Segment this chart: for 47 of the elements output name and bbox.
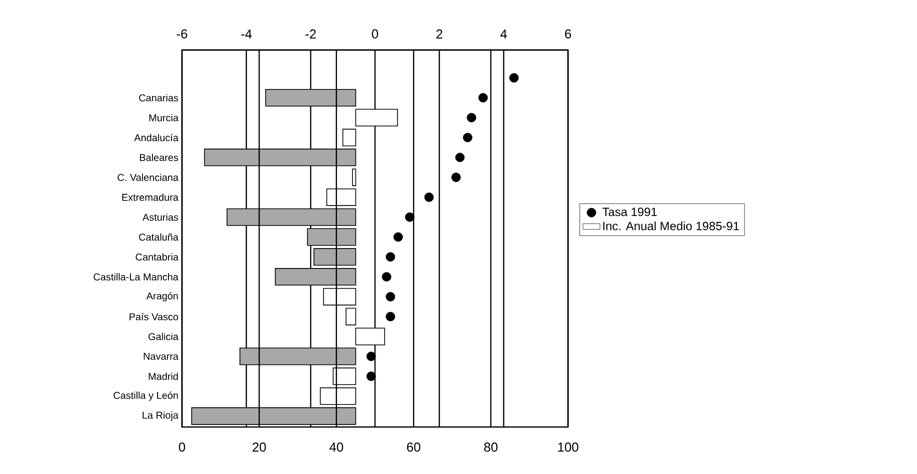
x-tick-label: 80: [484, 442, 498, 452]
x2-tick-label: -2: [305, 29, 316, 38]
y-tick-label: Navarra: [144, 352, 178, 360]
x2-tick-label: 0: [372, 29, 378, 38]
point: [466, 112, 476, 122]
x2-tick-label: -4: [241, 30, 252, 38]
y-tick-label: Galicia: [148, 332, 178, 340]
y-tick-label: Madrid: [148, 372, 178, 380]
point: [509, 73, 519, 83]
x2-tick-label: -6: [176, 29, 188, 38]
y-tick-label: C. Valenciana: [118, 174, 178, 181]
x-tick-label: 40: [329, 442, 344, 452]
legend-label: Inc. Anual Medio 1985-91: [603, 221, 739, 230]
y-tick-label: Castilla-La Mancha: [94, 273, 178, 280]
y-tick-label: Cataluña: [139, 233, 178, 241]
x2-tick-label: 2: [436, 29, 442, 38]
point: [386, 292, 396, 302]
legend-label: Tasa 1991: [602, 208, 657, 216]
point: [386, 252, 396, 262]
y-tick-label: Cantabria: [136, 253, 178, 261]
y-tick-label: Asturias: [142, 213, 178, 221]
y-tick-label: La Rioja: [142, 411, 178, 421]
point: [393, 232, 403, 242]
point: [451, 172, 461, 182]
y-tick-label: Aragón: [146, 292, 178, 302]
y-tick-label: Extremadura: [122, 194, 178, 201]
point: [405, 212, 414, 222]
point: [366, 352, 376, 362]
point: [424, 192, 434, 202]
y-tick-label: Castilla y León: [114, 391, 178, 401]
y-tick-label: Baleares: [140, 154, 178, 162]
x2-tick-label: 4: [500, 30, 507, 38]
point: [386, 312, 396, 322]
x-tick-label: 20: [252, 442, 266, 452]
y-tick-label: Andalucía: [134, 134, 178, 142]
point: [366, 372, 376, 381]
y-tick-label: Canarias: [139, 94, 178, 102]
y-tick-label: Murcia: [149, 114, 178, 122]
x2-tick-label: 6: [565, 29, 572, 38]
x-tick-label: 0: [178, 442, 186, 452]
x-tick-label: 100: [558, 442, 578, 452]
x-tick-label: 60: [407, 442, 420, 452]
point: [478, 93, 488, 102]
point: [455, 152, 465, 162]
point: [382, 272, 392, 282]
point: [462, 132, 472, 142]
y-tick-label: País Vasco: [130, 312, 178, 320]
